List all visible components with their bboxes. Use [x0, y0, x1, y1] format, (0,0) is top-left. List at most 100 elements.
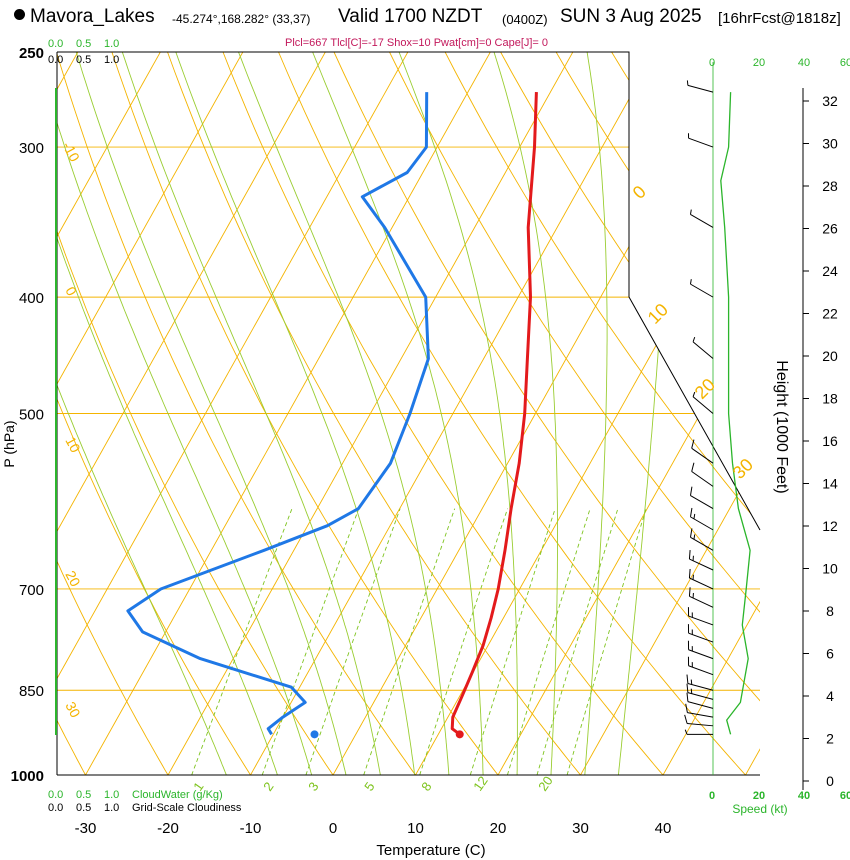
isotherm-label: 30	[62, 699, 84, 720]
mixing-ratio-line	[191, 508, 293, 775]
cloudiness-scale-tick: 0.0	[48, 802, 64, 814]
wind-barb-staff	[690, 536, 714, 551]
dry-adiabat-line	[57, 52, 268, 775]
isotherm-line	[0, 31, 7, 801]
height-tick-label: 20	[822, 348, 838, 364]
speed-tick-bottom: 20	[753, 790, 765, 802]
mixing-ratio-line	[536, 508, 619, 775]
wind-barb-staff	[692, 341, 714, 359]
speed-tick-top: 60	[840, 57, 850, 69]
x-tick-label: 0	[329, 820, 337, 837]
valid-time: Valid 1700 NZDT	[338, 6, 483, 27]
mixing-ratio-line	[566, 508, 647, 775]
wind-barb-flag	[688, 587, 691, 597]
pressure-tick-label: 700	[19, 582, 44, 599]
wind-barb-staff	[687, 84, 714, 93]
height-tick-label: 26	[822, 221, 838, 237]
wind-barb-staff	[691, 471, 714, 487]
height-tick-label: 28	[822, 178, 838, 194]
height-tick-label: 22	[822, 306, 838, 322]
mixing-ratio-line	[506, 508, 591, 775]
cloudwater-scale-tick: 1.0	[104, 38, 120, 50]
cloudwater-scale-tick: 0.5	[76, 38, 92, 50]
dry-adiabat-line	[543, 52, 760, 775]
wind-barb-staff	[689, 595, 714, 608]
pressure-tick-label: 400	[19, 290, 44, 307]
mixing-ratio-label: 20	[535, 773, 556, 793]
wind-barb-flag	[686, 674, 689, 684]
mixing-ratio-label: 12	[470, 773, 491, 793]
mixing-ratio-label: 8	[418, 779, 434, 794]
surface-dewpoint-point	[310, 730, 319, 739]
wind-barb-staff	[691, 447, 714, 464]
height-tick-label: 18	[822, 391, 838, 407]
speed-axis-label: Speed (kt)	[732, 802, 787, 816]
wind-barb-flag	[688, 550, 691, 560]
dewpoint-line	[126, 92, 430, 736]
mixing-ratio-line	[469, 508, 556, 775]
moist-adiabat-line	[115, 52, 386, 775]
station-marker-icon	[14, 9, 25, 20]
dry-adiabat-line	[269, 52, 760, 775]
isotherm-line	[235, 52, 668, 775]
x-tick-label: 30	[572, 820, 589, 837]
cloudiness-scale-tick: 1.0	[104, 54, 120, 66]
y-axis-title: P (hPa)	[1, 420, 17, 467]
height-tick-label: 12	[822, 518, 838, 534]
pressure-tick-label: 500	[19, 407, 44, 424]
station-coords: -45.274°,168.282° (33,37)	[172, 12, 311, 26]
wind-barb-flag	[691, 462, 695, 472]
dry-adiabat-line	[598, 52, 760, 775]
wind-barb-half-flag	[693, 513, 696, 519]
wind-barb-flag	[684, 714, 688, 724]
wind-barb-staff	[689, 577, 714, 590]
wind-barb-staff	[690, 283, 714, 298]
cloudiness-scale-tick: 1.0	[104, 802, 120, 814]
height-tick-label: 10	[822, 561, 838, 577]
y2-axis-title: Height (1000 Feet)	[773, 360, 790, 493]
wind-barb-flag	[685, 703, 688, 713]
moist-adiabat-line	[57, 52, 287, 775]
dry-adiabat-line	[488, 52, 760, 775]
moist-adiabat-line	[167, 52, 419, 775]
speed-tick-top: 20	[753, 57, 765, 69]
moist-adiabat-line	[303, 52, 485, 775]
x-tick-label: 40	[655, 820, 672, 837]
moist-adiabat-line	[582, 52, 608, 775]
wind-barb-half-flag	[693, 534, 696, 540]
moist-adiabat-line	[57, 52, 320, 775]
wind-barb-staff	[688, 632, 714, 643]
pressure-tick-label: 1000	[11, 768, 44, 785]
valid-time-utc: (0400Z)	[502, 12, 548, 27]
isotherm-label: 10	[644, 300, 672, 328]
speed-tick-top: 40	[798, 57, 810, 69]
wind-barb-staff	[690, 516, 714, 531]
wind-barb-flag	[688, 568, 691, 579]
temperature-line	[450, 92, 538, 736]
cloudiness-scale-tick: 0.5	[76, 54, 92, 66]
moist-adiabat-line	[390, 52, 518, 775]
wind-barb-staff	[689, 558, 714, 571]
wind-barb-flag	[689, 486, 693, 496]
wind-barb-flag	[686, 683, 689, 693]
wind-barb-staff	[690, 495, 714, 510]
cloudwater-scale-tick: 1.0	[104, 789, 120, 801]
isotherm-line	[57, 52, 256, 775]
pressure-tick-label: 850	[19, 683, 44, 700]
x-tick-label: -30	[75, 820, 97, 837]
dry-adiabat-line	[57, 52, 100, 775]
wind-barb-staff	[687, 723, 714, 727]
isotherm-label: 20	[62, 568, 84, 589]
isotherm-label: 0	[629, 182, 650, 203]
isotherm-label: 10	[62, 434, 84, 455]
wind-barb-staff	[688, 137, 714, 148]
wind-barb-half-flag	[692, 391, 696, 397]
station-name: Mavora_Lakes	[30, 6, 155, 27]
wind-barb-flag	[686, 692, 689, 702]
x-tick-label: 10	[407, 820, 424, 837]
cloudiness-scale-top: 0.0 0.5 1.0	[48, 54, 132, 66]
cloudwater-scale-top: 0.0 0.5 1.0	[48, 38, 132, 50]
moist-adiabat-line	[486, 52, 558, 775]
cloudwater-scale-tick: 0.0	[48, 38, 64, 50]
